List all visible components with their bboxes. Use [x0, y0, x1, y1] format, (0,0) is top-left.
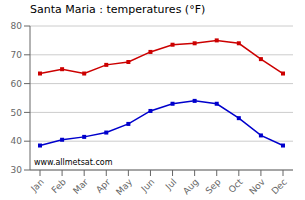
html-text:www.allmetsat.com: www.allmetsat.com: [34, 158, 113, 167]
html-text:Santa Maria : temperatures (°F: Santa Maria : temperatures (°F): [30, 3, 206, 16]
svg-text:70: 70: [11, 50, 23, 60]
svg-text:Sep: Sep: [204, 177, 223, 196]
svg-text:30: 30: [11, 165, 23, 175]
svg-text:Apr: Apr: [94, 177, 112, 195]
svg-text:May: May: [114, 176, 135, 197]
svg-text:Aug: Aug: [181, 177, 201, 197]
svg-text:Jul: Jul: [163, 177, 178, 192]
svg-text:Dec: Dec: [270, 177, 289, 196]
svg-text:60: 60: [11, 79, 23, 89]
svg-text:Oct: Oct: [227, 177, 245, 195]
svg-text:40: 40: [11, 136, 23, 146]
svg-text:Mar: Mar: [71, 177, 90, 196]
svg-text:Jan: Jan: [28, 177, 46, 195]
svg-text:Feb: Feb: [50, 177, 69, 196]
svg-text:Jun: Jun: [139, 177, 157, 195]
svg-text:Nov: Nov: [247, 176, 267, 196]
svg-text:50: 50: [11, 108, 23, 118]
svg-text:80: 80: [11, 21, 23, 31]
